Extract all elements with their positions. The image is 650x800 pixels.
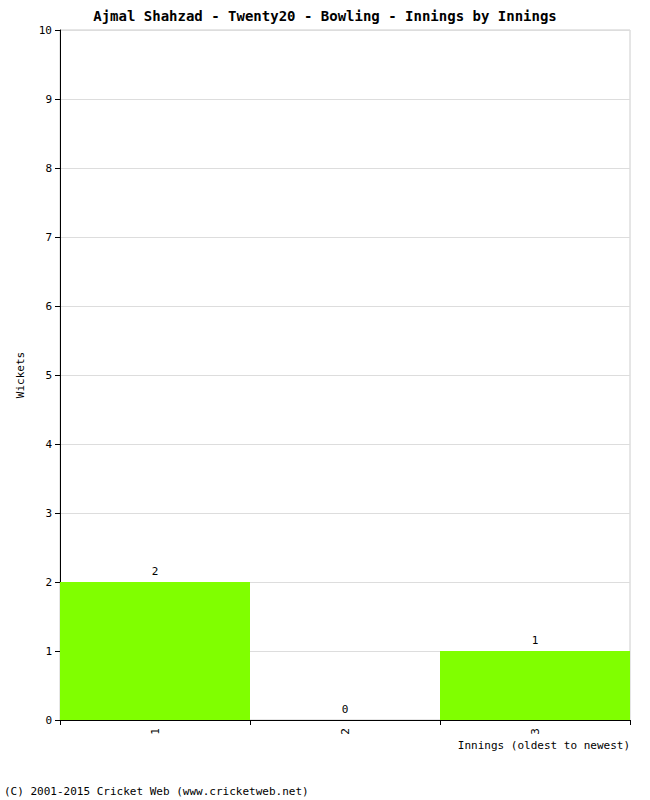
svg-text:0: 0: [342, 703, 349, 716]
svg-text:0: 0: [45, 714, 52, 727]
svg-text:9: 9: [45, 93, 52, 106]
svg-text:7: 7: [45, 231, 52, 244]
svg-text:Ajmal Shahzad - Twenty20 - Bow: Ajmal Shahzad - Twenty20 - Bowling - Inn…: [93, 8, 557, 24]
svg-text:(C) 2001-2015 Cricket Web (www: (C) 2001-2015 Cricket Web (www.cricketwe…: [4, 785, 309, 798]
svg-text:2: 2: [339, 728, 352, 735]
svg-text:6: 6: [45, 300, 52, 313]
svg-text:5: 5: [45, 369, 52, 382]
svg-text:Wickets: Wickets: [14, 352, 27, 398]
svg-text:1: 1: [532, 634, 539, 647]
svg-text:4: 4: [45, 438, 52, 451]
svg-text:3: 3: [529, 728, 542, 735]
svg-text:1: 1: [149, 728, 162, 735]
svg-text:1: 1: [45, 645, 52, 658]
svg-text:10: 10: [39, 24, 52, 37]
svg-text:2: 2: [152, 565, 159, 578]
svg-text:2: 2: [45, 576, 52, 589]
svg-text:8: 8: [45, 162, 52, 175]
svg-text:3: 3: [45, 507, 52, 520]
svg-text:Innings (oldest to newest): Innings (oldest to newest): [458, 739, 630, 752]
